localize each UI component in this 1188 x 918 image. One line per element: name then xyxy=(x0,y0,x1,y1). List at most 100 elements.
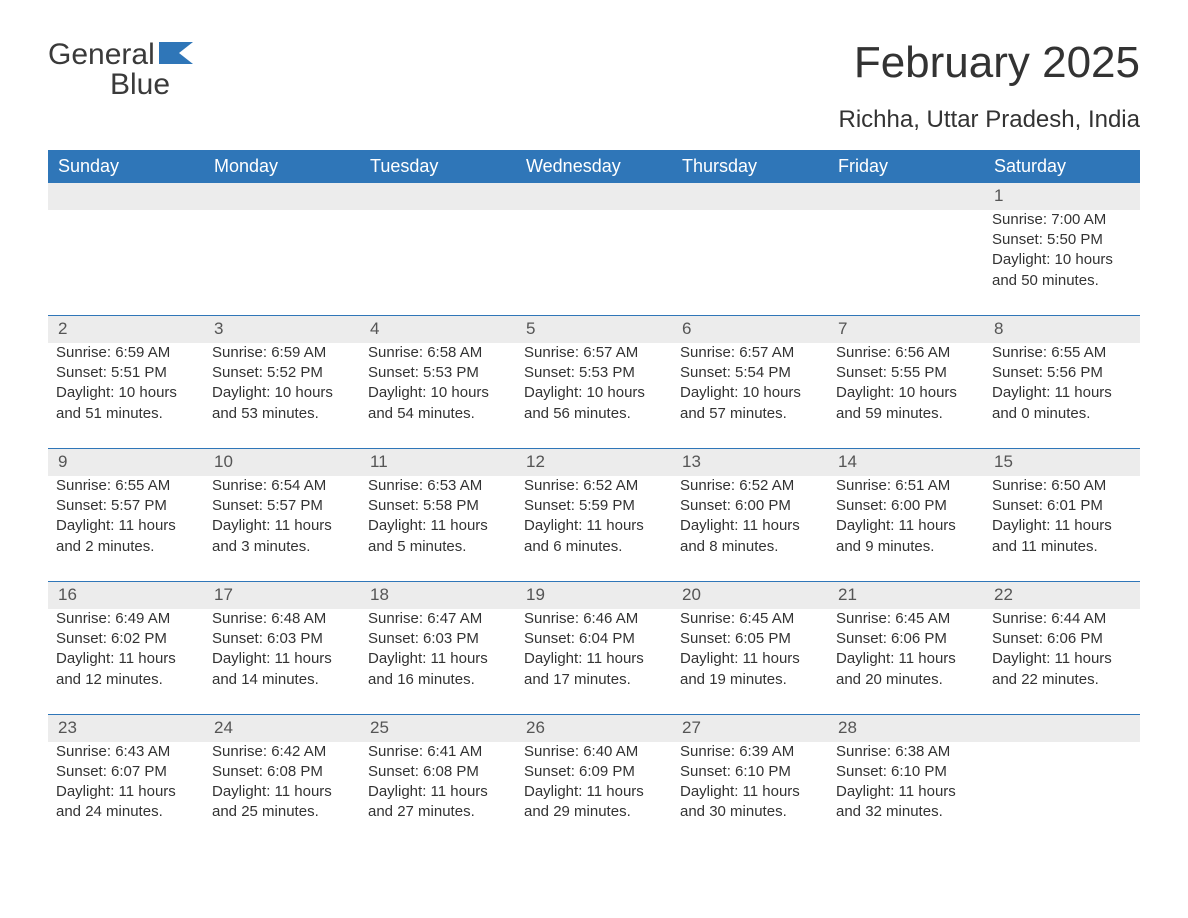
day-content-row: Sunrise: 6:55 AMSunset: 5:57 PMDaylight:… xyxy=(48,476,1140,582)
daylight-line-1: Daylight: 11 hours xyxy=(56,516,196,536)
day-number xyxy=(516,183,672,210)
sunrise-line: Sunrise: 6:47 AM xyxy=(368,609,508,629)
daylight-line-2: and 17 minutes. xyxy=(524,670,664,690)
daylight-line-2: and 51 minutes. xyxy=(56,404,196,424)
sunrise-line: Sunrise: 6:38 AM xyxy=(836,742,976,762)
logo-text: General Blue xyxy=(48,40,193,100)
daylight-line-1: Daylight: 10 hours xyxy=(680,383,820,403)
sunrise-line: Sunrise: 6:41 AM xyxy=(368,742,508,762)
day-number: 19 xyxy=(516,582,672,609)
day-cell: Sunrise: 6:46 AMSunset: 6:04 PMDaylight:… xyxy=(516,609,672,715)
sunrise-line: Sunrise: 6:55 AM xyxy=(56,476,196,496)
day-number: 2 xyxy=(48,316,204,343)
weekday-header-row: SundayMondayTuesdayWednesdayThursdayFrid… xyxy=(48,150,1140,183)
day-number-row: 2345678 xyxy=(48,316,1140,343)
header: General Blue February 2025 xyxy=(48,40,1140,100)
sunset-line: Sunset: 6:03 PM xyxy=(368,629,508,649)
daylight-line-2: and 32 minutes. xyxy=(836,802,976,822)
sunset-line: Sunset: 6:10 PM xyxy=(680,762,820,782)
day-number: 22 xyxy=(984,582,1140,609)
day-number: 18 xyxy=(360,582,516,609)
day-cell xyxy=(48,210,204,316)
sunrise-line: Sunrise: 6:53 AM xyxy=(368,476,508,496)
sunrise-line: Sunrise: 6:59 AM xyxy=(56,343,196,363)
sunrise-line: Sunrise: 6:49 AM xyxy=(56,609,196,629)
day-cell: Sunrise: 6:54 AMSunset: 5:57 PMDaylight:… xyxy=(204,476,360,582)
day-cell: Sunrise: 6:50 AMSunset: 6:01 PMDaylight:… xyxy=(984,476,1140,582)
day-number xyxy=(984,715,1140,742)
daylight-line-2: and 29 minutes. xyxy=(524,802,664,822)
day-number: 21 xyxy=(828,582,984,609)
sunrise-line: Sunrise: 6:51 AM xyxy=(836,476,976,496)
daylight-line-2: and 14 minutes. xyxy=(212,670,352,690)
daylight-line-1: Daylight: 10 hours xyxy=(992,250,1132,270)
sunset-line: Sunset: 6:01 PM xyxy=(992,496,1132,516)
sunset-line: Sunset: 6:08 PM xyxy=(368,762,508,782)
daylight-line-1: Daylight: 11 hours xyxy=(524,516,664,536)
sunset-line: Sunset: 5:50 PM xyxy=(992,230,1132,250)
day-number: 27 xyxy=(672,715,828,742)
daylight-line-1: Daylight: 11 hours xyxy=(368,649,508,669)
day-cell: Sunrise: 6:48 AMSunset: 6:03 PMDaylight:… xyxy=(204,609,360,715)
sunrise-line: Sunrise: 6:59 AM xyxy=(212,343,352,363)
day-number: 24 xyxy=(204,715,360,742)
sunrise-line: Sunrise: 6:46 AM xyxy=(524,609,664,629)
daylight-line-1: Daylight: 11 hours xyxy=(212,782,352,802)
sunrise-line: Sunrise: 6:40 AM xyxy=(524,742,664,762)
daylight-line-2: and 54 minutes. xyxy=(368,404,508,424)
sunset-line: Sunset: 6:06 PM xyxy=(992,629,1132,649)
sunset-line: Sunset: 6:06 PM xyxy=(836,629,976,649)
day-number: 17 xyxy=(204,582,360,609)
daylight-line-1: Daylight: 10 hours xyxy=(56,383,196,403)
day-number-row: 232425262728 xyxy=(48,715,1140,742)
day-cell: Sunrise: 6:52 AMSunset: 6:00 PMDaylight:… xyxy=(672,476,828,582)
day-number: 12 xyxy=(516,449,672,476)
sunset-line: Sunset: 5:52 PM xyxy=(212,363,352,383)
sunrise-line: Sunrise: 6:45 AM xyxy=(836,609,976,629)
day-number: 5 xyxy=(516,316,672,343)
day-content-row: Sunrise: 6:43 AMSunset: 6:07 PMDaylight:… xyxy=(48,742,1140,847)
sunrise-line: Sunrise: 6:45 AM xyxy=(680,609,820,629)
daylight-line-1: Daylight: 11 hours xyxy=(992,649,1132,669)
day-number: 4 xyxy=(360,316,516,343)
day-cell xyxy=(672,210,828,316)
sunset-line: Sunset: 6:04 PM xyxy=(524,629,664,649)
sunrise-line: Sunrise: 6:52 AM xyxy=(524,476,664,496)
sunset-line: Sunset: 5:54 PM xyxy=(680,363,820,383)
daylight-line-2: and 22 minutes. xyxy=(992,670,1132,690)
day-cell: Sunrise: 6:51 AMSunset: 6:00 PMDaylight:… xyxy=(828,476,984,582)
daylight-line-1: Daylight: 11 hours xyxy=(836,516,976,536)
day-number xyxy=(828,183,984,210)
daylight-line-2: and 57 minutes. xyxy=(680,404,820,424)
day-number: 23 xyxy=(48,715,204,742)
daylight-line-2: and 9 minutes. xyxy=(836,537,976,557)
daylight-line-1: Daylight: 11 hours xyxy=(212,516,352,536)
daylight-line-2: and 56 minutes. xyxy=(524,404,664,424)
day-cell: Sunrise: 7:00 AMSunset: 5:50 PMDaylight:… xyxy=(984,210,1140,316)
daylight-line-2: and 11 minutes. xyxy=(992,537,1132,557)
sunrise-line: Sunrise: 6:39 AM xyxy=(680,742,820,762)
daylight-line-1: Daylight: 11 hours xyxy=(524,782,664,802)
day-cell xyxy=(204,210,360,316)
day-content-row: Sunrise: 6:59 AMSunset: 5:51 PMDaylight:… xyxy=(48,343,1140,449)
sunrise-line: Sunrise: 6:42 AM xyxy=(212,742,352,762)
day-number: 16 xyxy=(48,582,204,609)
day-cell: Sunrise: 6:42 AMSunset: 6:08 PMDaylight:… xyxy=(204,742,360,847)
day-number: 1 xyxy=(984,183,1140,210)
calendar-table: SundayMondayTuesdayWednesdayThursdayFrid… xyxy=(48,150,1140,847)
day-cell: Sunrise: 6:59 AMSunset: 5:51 PMDaylight:… xyxy=(48,343,204,449)
day-number: 20 xyxy=(672,582,828,609)
day-number: 3 xyxy=(204,316,360,343)
page-title: February 2025 xyxy=(854,40,1140,86)
daylight-line-1: Daylight: 11 hours xyxy=(680,782,820,802)
day-cell: Sunrise: 6:49 AMSunset: 6:02 PMDaylight:… xyxy=(48,609,204,715)
daylight-line-2: and 25 minutes. xyxy=(212,802,352,822)
day-number: 13 xyxy=(672,449,828,476)
sunset-line: Sunset: 6:09 PM xyxy=(524,762,664,782)
sunrise-line: Sunrise: 6:44 AM xyxy=(992,609,1132,629)
daylight-line-1: Daylight: 11 hours xyxy=(992,383,1132,403)
day-content-row: Sunrise: 6:49 AMSunset: 6:02 PMDaylight:… xyxy=(48,609,1140,715)
day-number: 26 xyxy=(516,715,672,742)
day-cell xyxy=(828,210,984,316)
sunset-line: Sunset: 6:00 PM xyxy=(836,496,976,516)
